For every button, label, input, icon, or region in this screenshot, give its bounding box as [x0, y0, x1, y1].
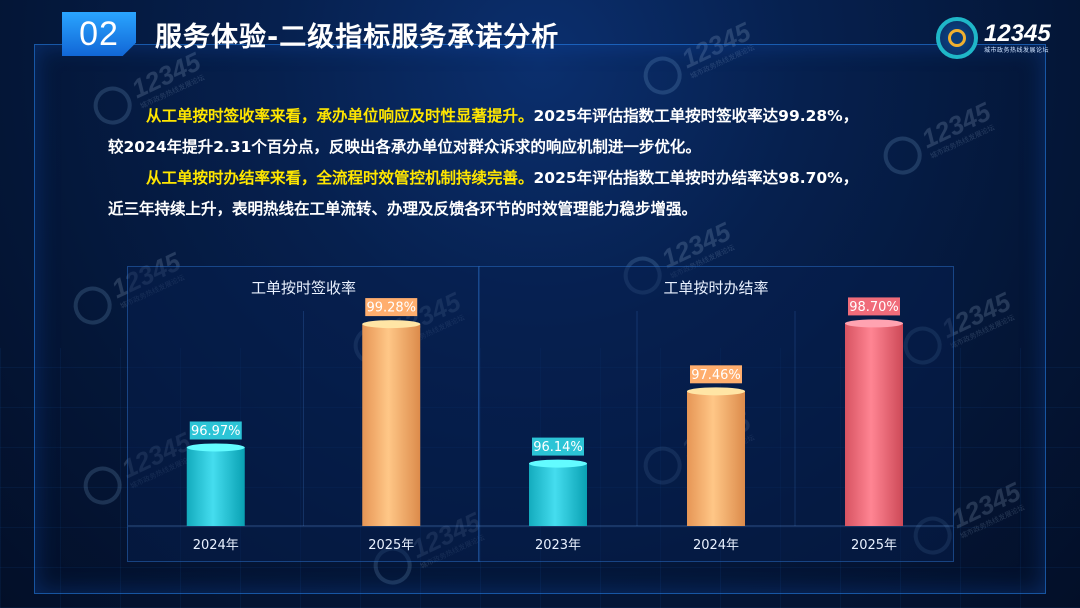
category-label: 2024年 — [193, 538, 239, 553]
sign-rate-chart: 96.97% 2024年 99.28% 2025年 — [128, 298, 479, 553]
category-label: 2024年 — [693, 538, 739, 553]
paragraph-1-line-2: 较2024年提升2.31个百分点，反映出各承办单位对群众诉求的响应机制进一步优化… — [108, 138, 701, 156]
paragraph-1-text: 2025年评估指数工单按时签收率达99.28%， — [533, 107, 859, 125]
chart-title: 工单按时签收率 — [250, 279, 356, 297]
value-label-bg — [848, 297, 900, 316]
paragraph-1-highlight: 从工单按时签收率来看，承办单位响应及时性显著提升。 — [146, 107, 534, 125]
bar-body — [529, 463, 587, 526]
value-label-bg — [365, 298, 418, 317]
bar — [687, 387, 745, 526]
logo-ring-icon — [936, 17, 978, 59]
value-label: 96.14% — [533, 440, 583, 455]
value-label: 99.28% — [366, 301, 416, 316]
paragraph-2-highlight: 从工单按时办结率来看，全流程时效管控机制持续完善。 — [146, 169, 534, 187]
bar-top — [362, 320, 421, 329]
category-label: 2023年 — [535, 538, 581, 553]
bar-top — [529, 459, 587, 468]
bar-top — [845, 319, 903, 328]
paragraph-1-line-1: 从工单按时签收率来看，承办单位响应及时性显著提升。2025年评估指数工单按时签收… — [108, 104, 1008, 129]
value-label-bg — [690, 365, 742, 384]
paragraph-2-text: 2025年评估指数工单按时办结率达98.70%， — [533, 169, 859, 187]
bar — [529, 459, 587, 526]
bar-body — [186, 447, 245, 526]
complete-rate-chart: 96.14% 2023年 97.46% 2024年 98.70% 2025年 — [479, 297, 953, 553]
paragraph-2-line-1: 从工单按时办结率来看，全流程时效管控机制持续完善。2025年评估指数工单按时办结… — [108, 166, 1008, 191]
bar-body — [362, 324, 421, 526]
bar-body — [687, 391, 745, 526]
section-number-badge: 02 — [62, 12, 136, 56]
value-label-bg — [189, 421, 242, 440]
category-label: 2025年 — [368, 538, 414, 553]
content-frame — [34, 44, 1046, 594]
logo-subtitle: 城市政务热线发展论坛 — [984, 46, 1050, 54]
chart-title: 工单按时办结率 — [663, 279, 769, 297]
bar — [362, 320, 421, 526]
value-label: 97.46% — [691, 368, 741, 383]
value-label: 96.97% — [191, 424, 241, 439]
bar-top — [687, 387, 745, 396]
value-label-bg — [532, 437, 584, 456]
bar-body — [845, 323, 903, 526]
logo-number: 12345 — [984, 19, 1051, 47]
bar — [845, 319, 903, 526]
bar — [186, 443, 245, 526]
page-title: 服务体验-二级指标服务承诺分析 — [155, 22, 560, 53]
chart-panel-complete-rate: 工单按时办结率 96.14% 2023年 97.46% 2024年 98.70% 2025… — [478, 266, 954, 562]
analysis-text: 从工单按时签收率来看，承办单位响应及时性显著提升。2025年评估指数工单按时签收… — [108, 104, 1008, 228]
paragraph-2-line-2: 近三年持续上升，表明热线在工单流转、办理及反馈各环节的时效管理能力稳步增强。 — [108, 200, 698, 218]
value-label: 98.70% — [849, 300, 899, 315]
category-label: 2025年 — [851, 538, 897, 553]
brand-logo: 12345 城市政务热线发展论坛 — [936, 14, 1066, 62]
bar-top — [186, 443, 245, 452]
chart-panel-sign-rate: 工单按时签收率 96.97% 2024年 99.28% 2025年 — [127, 266, 480, 562]
